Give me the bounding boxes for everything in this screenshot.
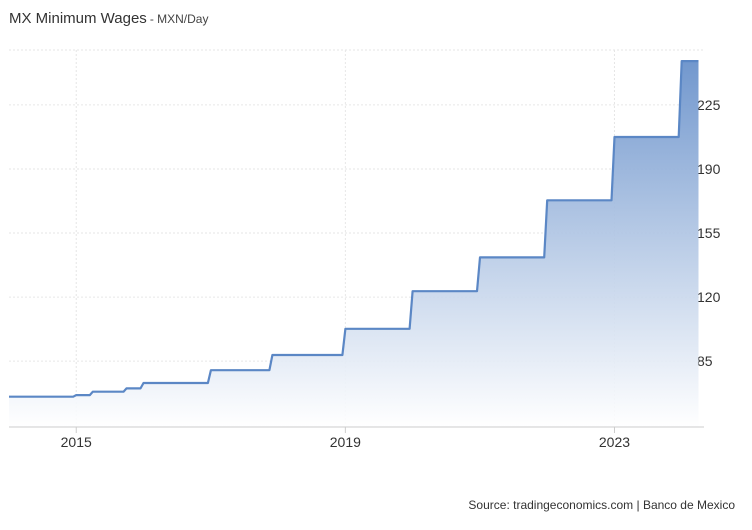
y-tick-label: 85 [697,353,713,369]
y-tick-label: 225 [697,97,721,113]
y-tick-label: 120 [697,289,721,305]
chart-title-row: MX Minimum Wages - MXN/Day [9,10,208,28]
chart-subtitle: - MXN/Day [149,12,209,26]
chart-title: MX Minimum Wages [9,10,147,27]
y-tick-label: 155 [697,225,721,241]
series-line [9,60,699,398]
y-tick-label: 190 [697,161,721,177]
source-credit: Source: tradingeconomics.com | Banco de … [468,498,735,512]
x-tick-label: 2023 [599,434,630,450]
x-tick-label: 2015 [61,434,92,450]
series-area-fill [9,61,699,427]
x-tick-label: 2019 [330,434,361,450]
